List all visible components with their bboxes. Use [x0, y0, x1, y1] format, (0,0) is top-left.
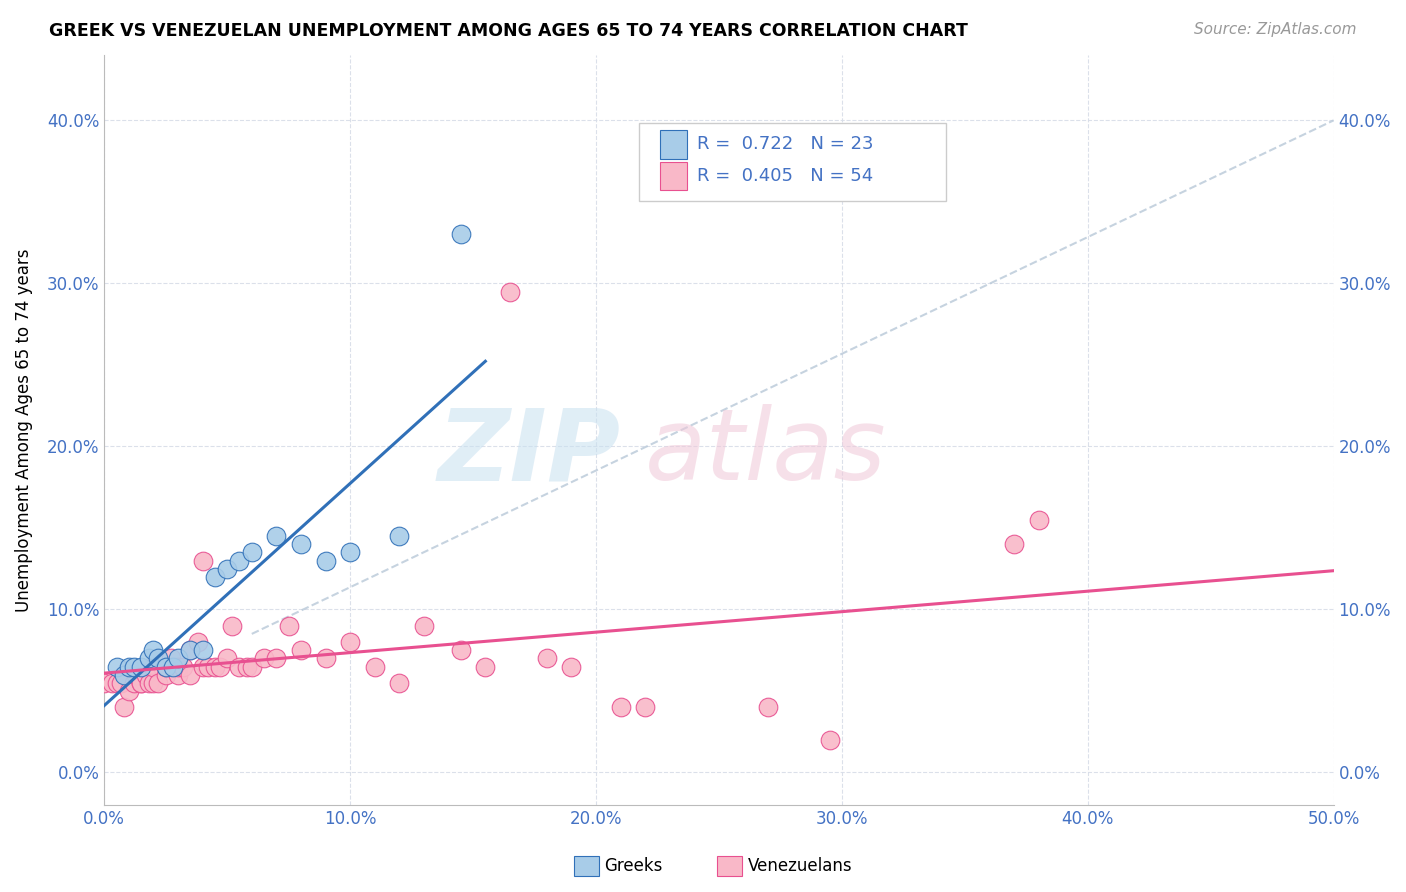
Point [110, 675, 132, 690]
Point [167, 651, 190, 665]
Text: GREEK VS VENEZUELAN UNEMPLOYMENT AMONG AGES 65 TO 74 YEARS CORRELATION CHART: GREEK VS VENEZUELAN UNEMPLOYMENT AMONG A… [49, 22, 969, 40]
Point [450, 643, 472, 657]
Point [191, 553, 214, 567]
Point [142, 675, 165, 690]
Point [197, 659, 219, 673]
Text: Source: ZipAtlas.com: Source: ZipAtlas.com [1194, 22, 1357, 37]
Text: R =  0.405   N = 54: R = 0.405 N = 54 [697, 167, 873, 185]
Point [129, 675, 152, 690]
Point [162, 659, 184, 673]
Point [191, 643, 214, 657]
Point [499, 285, 522, 299]
Point [240, 659, 263, 673]
Y-axis label: Unemployment Among Ages 65 to 74 years: Unemployment Among Ages 65 to 74 years [15, 248, 32, 612]
Point [187, 635, 209, 649]
Point [172, 659, 194, 673]
Point [290, 643, 312, 657]
Point [450, 227, 472, 242]
Point [105, 659, 128, 673]
Point [138, 651, 160, 665]
Point [756, 700, 779, 714]
Point [253, 651, 276, 665]
Point [135, 667, 157, 681]
Point [167, 659, 190, 673]
Point [148, 651, 170, 665]
Point [179, 667, 201, 681]
Point [228, 659, 250, 673]
Point [609, 700, 631, 714]
FancyBboxPatch shape [659, 130, 688, 159]
Point [179, 643, 201, 657]
Point [129, 659, 152, 673]
Point [125, 667, 148, 681]
Text: Venezuelans: Venezuelans [748, 857, 852, 875]
Point [191, 659, 214, 673]
Point [155, 659, 177, 673]
FancyBboxPatch shape [659, 161, 688, 190]
Point [155, 667, 177, 681]
Point [208, 659, 231, 673]
Point [179, 643, 201, 657]
Point [560, 659, 582, 673]
Text: ZIP: ZIP [437, 404, 620, 501]
Point [118, 684, 141, 698]
Point [315, 553, 337, 567]
Point [364, 659, 387, 673]
Point [105, 675, 128, 690]
Point [634, 700, 657, 714]
Point [142, 643, 165, 657]
Point [112, 700, 135, 714]
Point [112, 667, 135, 681]
Point [142, 659, 165, 673]
Text: R =  0.722   N = 23: R = 0.722 N = 23 [697, 136, 873, 153]
Point [388, 529, 411, 543]
Point [100, 675, 122, 690]
Text: Greeks: Greeks [605, 857, 664, 875]
Point [1028, 513, 1050, 527]
Point [339, 635, 361, 649]
Point [93, 675, 115, 690]
Point [221, 619, 243, 633]
Point [138, 675, 160, 690]
Point [217, 562, 239, 576]
Point [266, 529, 288, 543]
Point [236, 659, 259, 673]
Point [818, 732, 841, 747]
Point [217, 651, 239, 665]
Point [167, 667, 190, 681]
Text: atlas: atlas [645, 404, 887, 501]
Point [148, 675, 170, 690]
Point [1002, 537, 1025, 551]
Point [159, 651, 181, 665]
Point [228, 553, 250, 567]
Point [204, 659, 226, 673]
Point [315, 651, 337, 665]
Point [129, 675, 152, 690]
Point [412, 619, 434, 633]
Point [240, 545, 263, 559]
Point [118, 659, 141, 673]
Point [474, 659, 496, 673]
Point [155, 659, 177, 673]
Point [266, 651, 288, 665]
Point [536, 651, 558, 665]
Point [339, 545, 361, 559]
Point [204, 570, 226, 584]
Point [122, 675, 145, 690]
Point [122, 659, 145, 673]
Point [277, 619, 299, 633]
FancyBboxPatch shape [640, 122, 946, 202]
Point [388, 675, 411, 690]
Point [290, 537, 312, 551]
